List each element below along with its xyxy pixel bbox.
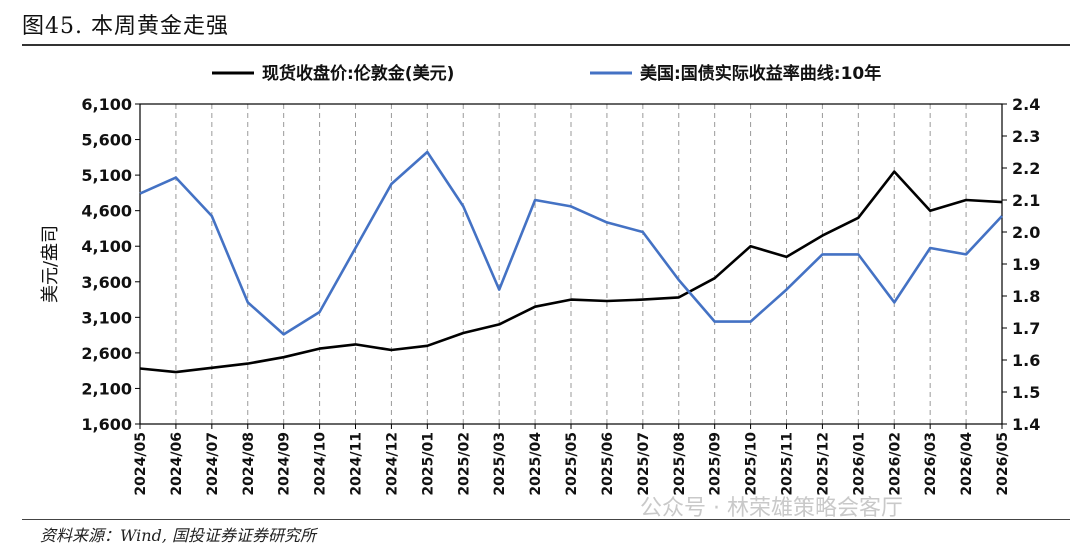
left-tick-label: 3,600 <box>81 273 132 292</box>
x-tick-label: 2024/06 <box>169 432 185 496</box>
legend-label: 现货收盘价:伦敦金(美元) <box>262 63 454 84</box>
series-lines <box>139 150 1003 374</box>
x-tick-label: 2024/09 <box>277 432 293 496</box>
left-tick-label: 1,600 <box>81 415 132 434</box>
left-axis-ticks: 6,100 5,600 5,100 4,600 4,100 3,600 3,100 2,600… <box>81 95 140 434</box>
real-yield-line <box>139 150 1003 336</box>
x-tick-label: 2026/02 <box>887 432 903 496</box>
source-note: 资料来源：Wind, 国投证券证券研究所 <box>40 526 317 545</box>
x-tick-label: 2024/05 <box>133 432 149 496</box>
left-tick-label: 4,100 <box>81 237 132 256</box>
x-tick-label: 2024/10 <box>313 432 329 496</box>
left-tick-label: 4,600 <box>81 202 132 221</box>
x-tick-label: 2025/09 <box>708 432 724 496</box>
bottom-rule <box>22 519 1070 520</box>
right-tick-label: 2.1 <box>1012 191 1040 210</box>
left-tick-label: 3,100 <box>81 308 132 327</box>
x-tick-label: 2026/05 <box>995 432 1011 496</box>
left-axis-label: 美元/盎司 <box>40 225 61 303</box>
right-tick-label: 2.0 <box>1012 223 1040 242</box>
grid-lines <box>175 104 967 424</box>
x-tick-label: 2024/07 <box>205 432 221 496</box>
right-axis-ticks: 2.4 2.3 2.2 2.1 2.0 1.9 1.8 1.7 1.6 1.5 1.4 <box>1002 95 1040 434</box>
x-tick-label: 2025/01 <box>420 432 436 496</box>
x-tick-label: 2025/11 <box>780 432 796 496</box>
x-tick-label: 2025/04 <box>528 432 544 496</box>
x-tick-label: 2025/06 <box>600 432 616 496</box>
x-tick-label: 2025/08 <box>672 432 688 496</box>
right-tick-label: 1.4 <box>1012 415 1040 434</box>
x-tick-label: 2026/04 <box>959 432 975 496</box>
x-tick-label: 2025/03 <box>492 432 508 496</box>
left-tick-label: 5,100 <box>81 166 132 185</box>
right-tick-label: 1.6 <box>1012 351 1040 370</box>
x-tick-label: 2024/12 <box>384 432 400 496</box>
chart: 现货收盘价:伦敦金(美元) 美国:国债实际收益率曲线:10年 6,100 5,600… <box>40 63 1040 496</box>
left-tick-label: 6,100 <box>81 95 132 114</box>
x-tick-label: 2024/11 <box>349 432 365 496</box>
left-tick-label: 2,600 <box>81 344 132 363</box>
right-tick-label: 1.9 <box>1012 255 1040 274</box>
watermark: 公众号 · 林荣雄策略会客厅 <box>640 496 903 521</box>
x-tick-label: 2025/05 <box>564 432 580 496</box>
right-tick-label: 1.7 <box>1012 319 1040 338</box>
left-tick-label: 2,100 <box>81 379 132 398</box>
x-tick-label: 2026/01 <box>851 432 867 496</box>
x-tick-label: 2025/10 <box>744 432 760 496</box>
right-tick-label: 2.2 <box>1012 159 1040 178</box>
legend: 现货收盘价:伦敦金(美元) 美国:国债实际收益率曲线:10年 <box>212 63 881 84</box>
x-tick-label: 2026/03 <box>923 432 939 496</box>
right-tick-label: 1.8 <box>1012 287 1040 306</box>
right-tick-label: 1.5 <box>1012 383 1040 402</box>
gold-price-line <box>139 170 1003 374</box>
title-rule <box>22 44 1070 46</box>
x-tick-label: 2024/08 <box>241 432 257 496</box>
x-tick-label: 2025/07 <box>636 432 652 496</box>
x-tick-label: 2025/12 <box>815 432 831 496</box>
x-axis-ticks: 2024/05 2024/06 2024/07 2024/08 2024/09 2024/… <box>133 424 1011 496</box>
legend-label: 美国:国债实际收益率曲线:10年 <box>640 63 881 84</box>
figure-title: 图45. 本周黄金走强 <box>22 14 229 39</box>
left-tick-label: 5,600 <box>81 131 132 150</box>
right-tick-label: 2.3 <box>1012 127 1040 146</box>
x-tick-label: 2025/02 <box>456 432 472 496</box>
right-tick-label: 2.4 <box>1012 95 1040 114</box>
